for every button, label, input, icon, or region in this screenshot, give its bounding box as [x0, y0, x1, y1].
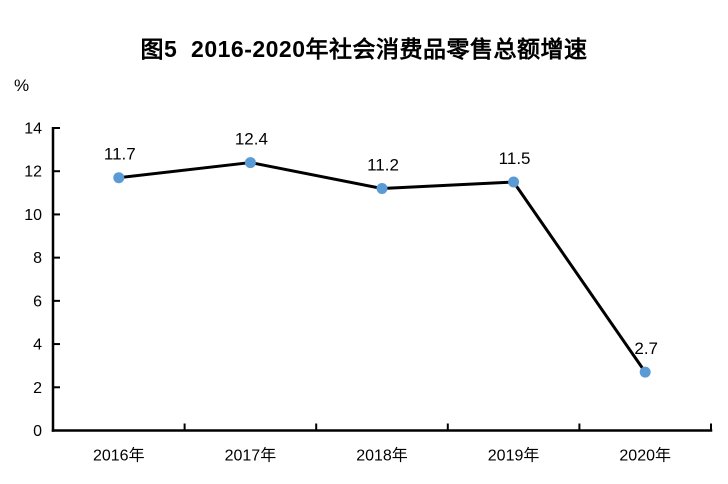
data-point-label: 11.2: [367, 156, 399, 175]
data-point-marker: [508, 176, 520, 188]
x-axis-tick-label: 2017年: [225, 447, 277, 465]
y-axis-tick-label: 2: [33, 380, 42, 397]
data-point-marker: [244, 157, 256, 169]
data-point-marker: [113, 172, 125, 184]
data-point-marker: [376, 183, 388, 194]
x-axis-tick-label: 2019年: [488, 447, 540, 465]
chart-title: 图5 2016-2020年社会消费品零售总额增速: [140, 36, 588, 62]
y-axis-tick-label: 12: [24, 164, 42, 181]
series-line: [118, 161, 647, 374]
y-axis-tick-label: 0: [33, 423, 42, 440]
data-point-label: 11.5: [499, 149, 531, 168]
data-point-label: 11.7: [104, 145, 136, 164]
x-axis-tick-label: 2016年: [93, 447, 145, 465]
y-axis-tick-label: 10: [24, 207, 42, 224]
x-axis-tick-label: 2018年: [356, 447, 408, 465]
y-axis-tick-label: 14: [24, 121, 42, 138]
y-axis-unit-label: %: [14, 76, 30, 95]
data-point-label: 2.7: [634, 339, 658, 358]
y-axis-tick-label: 6: [33, 293, 42, 310]
y-axis-tick-label: 8: [33, 250, 42, 267]
data-point-label: 12.4: [235, 130, 268, 149]
y-axis-tick-label: 4: [33, 337, 42, 354]
x-axis-tick-label: 2020年: [619, 447, 671, 465]
data-point-marker: [639, 366, 651, 378]
